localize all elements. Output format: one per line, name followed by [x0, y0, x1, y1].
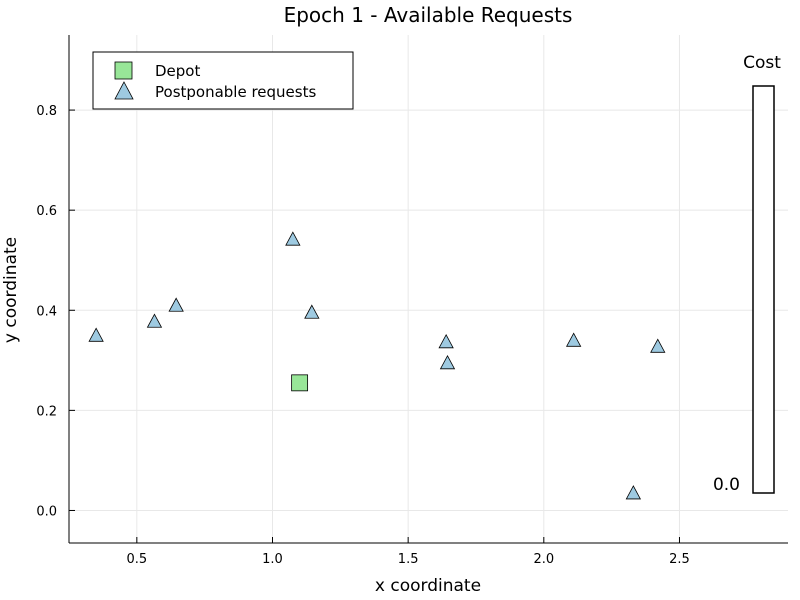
- request-point: [438, 333, 454, 349]
- request-point: [285, 231, 301, 246]
- x-tick-label: 0.5: [126, 552, 147, 567]
- legend-depot-label: Depot: [155, 62, 200, 80]
- request-point: [168, 297, 184, 312]
- y-tick-label: 0.2: [36, 404, 57, 419]
- request-point: [304, 304, 320, 319]
- y-axis-label: y coordinate: [1, 237, 21, 343]
- request-point: [439, 354, 456, 370]
- request-point: [625, 485, 642, 500]
- chart-title: Epoch 1 - Available Requests: [284, 3, 573, 27]
- tick-labels: 0.5 1.0 1.5 2.0 2.5 0.0 0.2 0.4 0.6 0.8: [36, 104, 690, 567]
- data-points: [88, 231, 666, 500]
- colorbar-tick-label: 0.0: [713, 475, 740, 495]
- x-tick-label: 1.0: [262, 552, 283, 567]
- colorbar-label: Cost: [743, 53, 781, 73]
- legend-requests-marker: [114, 81, 134, 100]
- x-tick-label: 1.5: [398, 552, 419, 567]
- x-tick-label: 2.5: [669, 552, 690, 567]
- legend-depot-marker: [114, 61, 133, 80]
- axes: [68, 35, 788, 544]
- legend-box: [92, 51, 354, 110]
- colorbar: Cost 0.0: [713, 53, 781, 495]
- y-tick-label: 0.0: [36, 504, 57, 519]
- y-tick-label: 0.6: [36, 204, 57, 219]
- request-point: [565, 332, 582, 347]
- request-point: [650, 338, 666, 353]
- legend-requests-label: Postponable requests: [155, 83, 316, 101]
- request-point: [146, 313, 163, 328]
- y-tick-label: 0.8: [36, 104, 57, 119]
- x-axis-label: x coordinate: [375, 576, 481, 596]
- legend: Depot Postponable requests: [92, 51, 354, 110]
- colorbar-box: [752, 85, 775, 494]
- y-tick-label: 0.4: [36, 304, 57, 319]
- depot-point: [291, 374, 309, 392]
- grid-lines: [69, 35, 788, 543]
- x-tick-label: 2.0: [533, 552, 554, 567]
- request-point: [88, 327, 104, 342]
